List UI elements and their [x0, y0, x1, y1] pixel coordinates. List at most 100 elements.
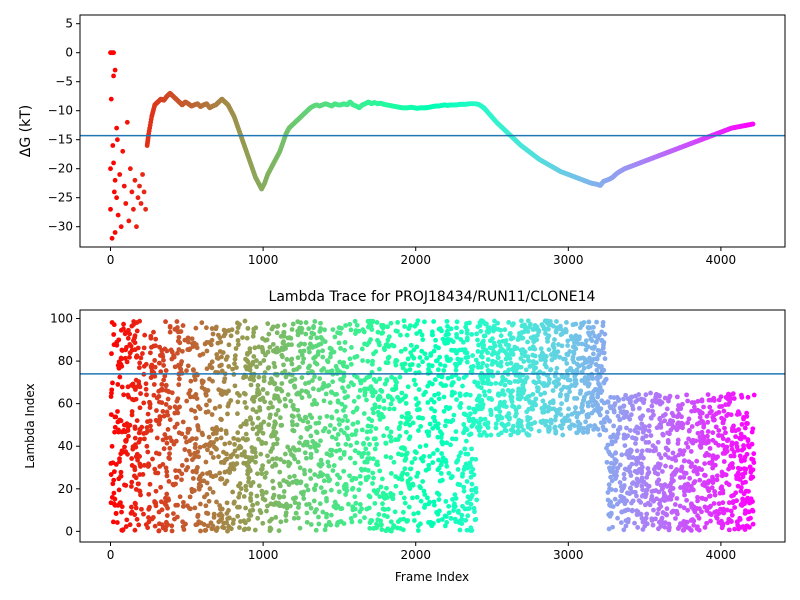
lambda-point — [508, 390, 514, 396]
lambda-point — [234, 365, 239, 370]
lambda-point — [136, 522, 142, 528]
lambda-point — [324, 358, 330, 363]
lambda-point — [111, 477, 117, 483]
lambda-point — [132, 512, 138, 518]
lambda-point — [450, 380, 455, 386]
lambda-point — [367, 525, 373, 531]
lambda-point — [199, 380, 205, 386]
lambda-point — [638, 416, 644, 422]
lambda-point — [289, 361, 295, 367]
lambda-point — [275, 407, 281, 413]
lambda-point — [240, 335, 245, 340]
lambda-point — [241, 527, 247, 533]
lambda-point — [272, 364, 278, 370]
lambda-point — [236, 494, 242, 500]
lambda-point — [668, 464, 674, 470]
lambda-point — [277, 386, 283, 392]
lambda-point — [325, 459, 331, 465]
lambda-point — [281, 330, 287, 335]
lambda-point — [704, 451, 710, 456]
lambda-point — [402, 361, 408, 367]
lambda-point — [271, 360, 277, 366]
lambda-point — [341, 374, 347, 380]
lambda-point — [267, 518, 273, 524]
lambda-point — [226, 401, 232, 406]
lambda-point — [225, 516, 231, 521]
lambda-point — [596, 352, 602, 358]
lambda-point — [375, 329, 381, 335]
lambda-point — [504, 361, 510, 367]
lambda-point — [546, 347, 552, 352]
lambda-point — [118, 418, 124, 424]
lambda-point — [670, 450, 676, 456]
lambda-point — [111, 490, 117, 496]
lambda-point — [347, 455, 353, 461]
lambda-point — [287, 447, 293, 453]
lambda-point — [515, 379, 521, 384]
lambda-point — [397, 398, 403, 404]
lambda-point — [113, 414, 119, 420]
lambda-point — [165, 396, 171, 402]
lambda-point — [618, 484, 624, 490]
lambda-point — [149, 344, 154, 350]
lambda-point — [187, 388, 193, 393]
lambda-point — [617, 480, 623, 485]
lambda-point — [633, 441, 638, 446]
y-tick-label: −10 — [48, 104, 73, 118]
lambda-point — [188, 506, 193, 512]
lambda-point — [488, 396, 494, 401]
lambda-point — [342, 395, 348, 401]
lambda-point — [523, 377, 528, 383]
lambda-point — [590, 395, 596, 401]
lambda-point — [547, 318, 553, 324]
lambda-point — [573, 405, 578, 411]
lambda-point — [318, 341, 324, 347]
lambda-point — [493, 421, 499, 427]
lambda-point — [671, 413, 676, 419]
lambda-point — [223, 431, 229, 436]
lambda-point — [187, 494, 193, 500]
lambda-point — [109, 351, 114, 357]
lambda-point — [372, 402, 378, 408]
lambda-point — [392, 376, 398, 382]
lambda-point — [657, 415, 663, 421]
lambda-point — [201, 478, 207, 484]
lambda-point — [496, 405, 502, 410]
lambda-point — [235, 437, 241, 443]
lambda-point — [245, 352, 250, 357]
lambda-point — [332, 426, 337, 432]
lambda-point — [237, 491, 243, 496]
lambda-point — [337, 519, 343, 525]
lambda-point — [146, 462, 152, 468]
lambda-point — [469, 331, 475, 337]
lambda-point — [583, 342, 589, 348]
lambda-point — [166, 478, 172, 484]
lambda-point — [148, 333, 154, 339]
lambda-point — [686, 428, 692, 434]
lambda-point — [615, 515, 620, 521]
lambda-point — [685, 507, 691, 513]
delta-g-point — [111, 73, 116, 79]
lambda-point — [743, 488, 749, 494]
lambda-point — [743, 466, 749, 472]
lambda-point — [489, 352, 495, 357]
lambda-point — [604, 459, 610, 465]
lambda-point — [165, 412, 171, 418]
lambda-point — [463, 517, 469, 523]
lambda-point — [679, 421, 685, 427]
delta-g-point — [109, 235, 115, 241]
lambda-point — [237, 525, 242, 530]
lambda-point — [260, 463, 266, 469]
lambda-point — [232, 448, 238, 454]
lambda-point — [278, 519, 284, 525]
lambda-point — [625, 414, 631, 420]
lambda-point — [209, 412, 215, 417]
lambda-point — [335, 441, 341, 447]
lambda-point — [431, 319, 437, 324]
lambda-point — [356, 328, 362, 334]
lambda-point — [481, 374, 486, 380]
lambda-point — [216, 454, 221, 460]
lambda-point — [195, 514, 201, 519]
lambda-point — [475, 396, 481, 401]
lambda-point — [741, 415, 746, 420]
